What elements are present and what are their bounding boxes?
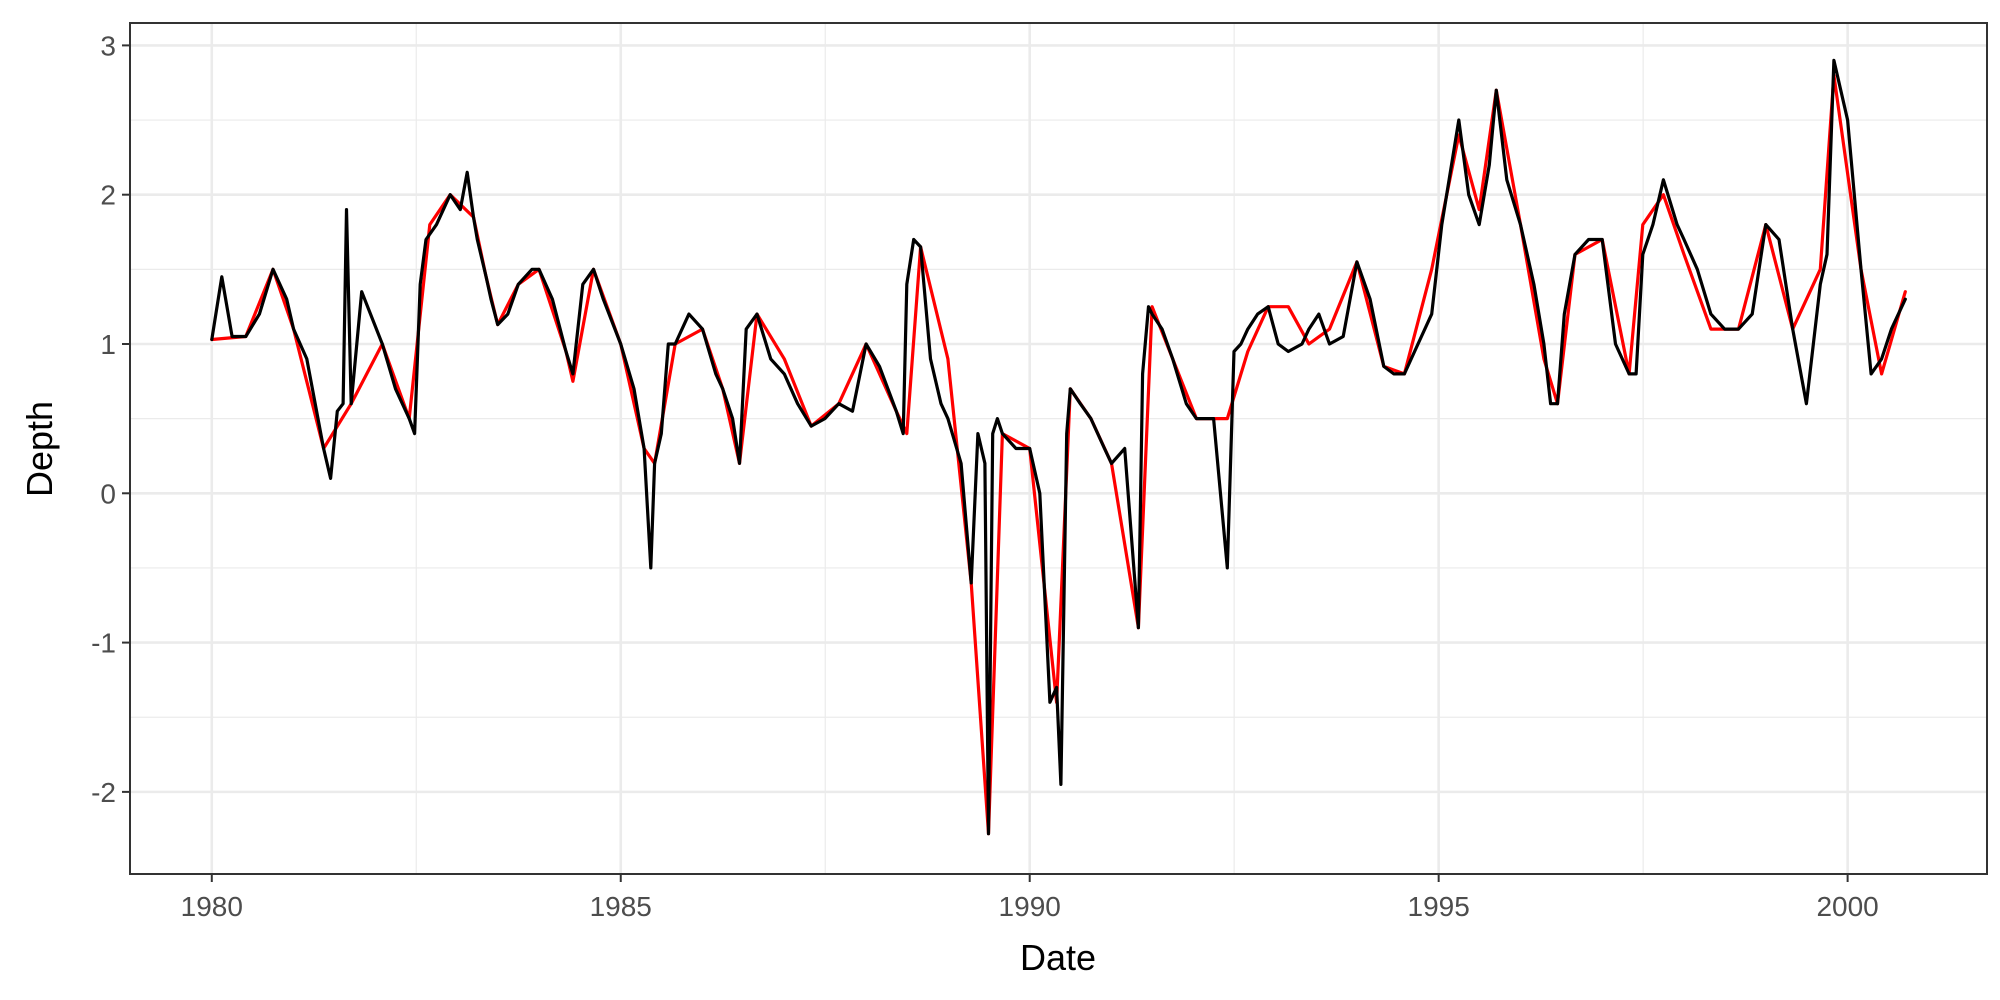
x-tick-label: 1985 (590, 891, 652, 922)
x-tick-label: 1990 (999, 891, 1061, 922)
major-gridlines (130, 23, 1987, 874)
y-tick-label: -2 (91, 777, 116, 808)
x-axis-title: Date (1020, 937, 1096, 978)
y-tick-label: 2 (100, 180, 116, 211)
series-layer (210, 58, 1907, 836)
panel-border (129, 22, 1988, 875)
x-tick-label: 1980 (181, 891, 243, 922)
y-tick-label: 1 (100, 329, 116, 360)
series-line-observed (210, 58, 1907, 836)
x-tick-labels: 1980 1985 1990 1995 2000 (181, 891, 1879, 922)
y-tick-labels: -2 -1 0 1 2 3 (91, 30, 116, 807)
y-tick-label: 3 (100, 30, 116, 61)
y-tick-label: -1 (91, 628, 116, 659)
minor-gridlines (130, 23, 1987, 874)
x-tick-label: 2000 (1816, 891, 1878, 922)
x-tick-label: 1995 (1408, 891, 1470, 922)
y-axis-title: Depth (19, 401, 60, 497)
axis-ticks (122, 44, 1849, 882)
y-tick-label: 0 (100, 478, 116, 509)
